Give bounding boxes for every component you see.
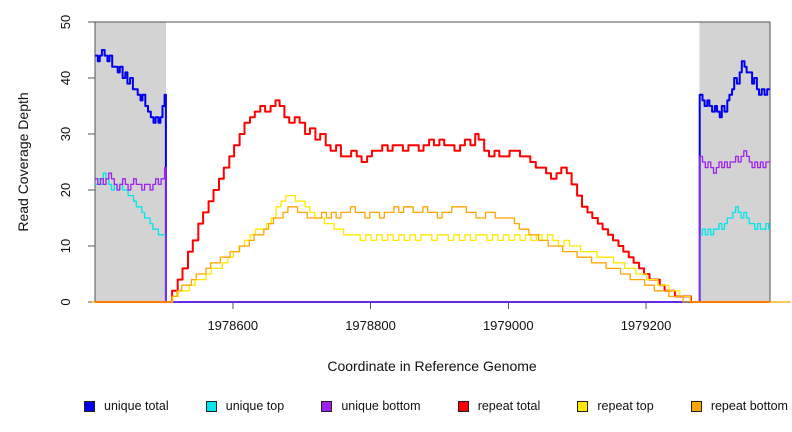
legend-label: repeat top — [597, 399, 654, 413]
x-tick-label: 1979200 — [621, 318, 672, 333]
plot-frame — [94, 21, 771, 303]
legend-swatch-repeat-top — [577, 400, 589, 412]
legend-item-repeat-top: repeat top — [577, 399, 654, 413]
x-tick-label: 1978800 — [345, 318, 396, 333]
series-lines — [91, 49, 791, 303]
series-line-unique-top — [95, 172, 770, 303]
legend-item-unique-bottom: unique bottom — [321, 399, 421, 413]
legend-item-unique-total: unique total — [84, 399, 169, 413]
legend-item-repeat-bottom: repeat bottom — [690, 399, 788, 413]
legend-item-unique-top: unique top — [205, 399, 285, 413]
legend-label: unique total — [104, 399, 169, 413]
legend-swatch-unique-top — [205, 400, 217, 412]
y-tick-label: 30 — [58, 127, 73, 141]
series-line-unique-total — [95, 49, 770, 303]
legend-swatch-repeat-bottom — [690, 400, 702, 412]
y-tick-label: 40 — [58, 71, 73, 85]
axis-ticks: 1978600 1978800 1979000 1979200 0 10 20 30 40 50 — [58, 15, 671, 333]
y-tick-label: 50 — [58, 15, 73, 29]
series-line-repeat-total — [95, 99, 770, 303]
legend: unique total unique top unique bottom repea… — [0, 399, 792, 413]
series-line-repeat-bottom — [91, 206, 791, 303]
x-tick-label: 1978600 — [207, 318, 258, 333]
legend-label: repeat bottom — [710, 399, 788, 413]
y-axis-title: Read Coverage Depth — [15, 92, 31, 231]
legend-swatch-repeat-total — [457, 400, 469, 412]
legend-label: unique bottom — [341, 399, 421, 413]
repeat-flank-region — [95, 22, 166, 302]
legend-swatch-unique-total — [84, 400, 95, 412]
series-line-repeat-top — [95, 194, 770, 303]
x-tick-label: 1979000 — [483, 318, 534, 333]
legend-item-repeat-total: repeat total — [457, 399, 541, 413]
plot-frame-box — [94, 21, 771, 303]
coverage-plot: 1978600 1978800 1979000 197920001020304050 … — [15, 15, 791, 374]
y-tick-label: 0 — [58, 298, 73, 305]
y-tick-label: 10 — [58, 239, 73, 253]
legend-label: unique top — [225, 399, 285, 413]
repeat-flank-regions — [95, 22, 770, 302]
x-axis-title: Coordinate in Reference Genome — [327, 358, 537, 374]
legend-label: repeat total — [477, 399, 541, 413]
y-tick-label: 20 — [58, 183, 73, 197]
legend-swatch-unique-bottom — [321, 400, 333, 412]
